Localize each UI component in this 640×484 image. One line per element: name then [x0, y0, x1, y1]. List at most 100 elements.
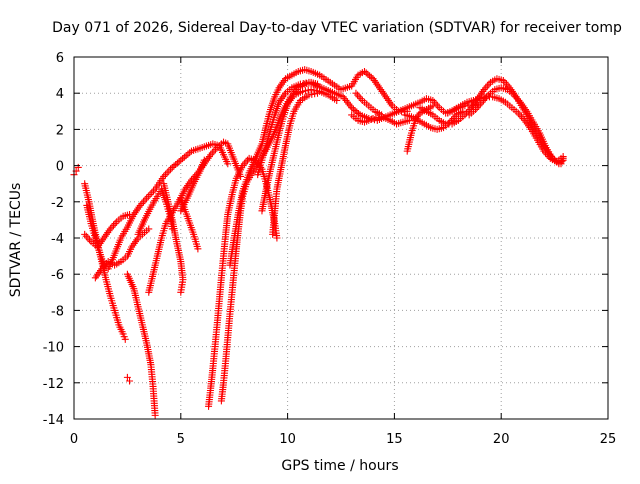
series-track-20	[352, 89, 386, 119]
data-point	[210, 147, 218, 155]
data-point	[175, 158, 183, 166]
data-point	[432, 100, 440, 108]
y-tick-label: -12	[43, 377, 64, 392]
data-point	[165, 167, 173, 175]
data-point	[355, 109, 363, 117]
data-point	[170, 162, 178, 170]
data-point	[352, 89, 360, 97]
series-track-12	[177, 194, 202, 253]
data-point	[357, 95, 365, 103]
data-point	[111, 220, 119, 228]
data-point	[161, 171, 169, 179]
y-tick-label: -14	[43, 413, 64, 428]
x-tick-label: 15	[386, 432, 403, 447]
data-point	[179, 155, 187, 163]
data-point	[81, 230, 89, 238]
data-points	[70, 66, 567, 419]
data-point	[121, 335, 129, 343]
data-point	[180, 153, 188, 161]
data-point	[354, 91, 362, 99]
data-point	[353, 108, 361, 116]
data-point	[362, 69, 370, 77]
data-point	[378, 111, 386, 119]
data-point	[194, 245, 202, 253]
series-track-22	[401, 107, 467, 133]
data-point	[182, 152, 190, 160]
data-point	[139, 198, 147, 206]
data-point	[366, 72, 374, 80]
x-tick-label: 0	[70, 432, 78, 447]
y-tick-label: -10	[43, 341, 64, 356]
data-point	[145, 225, 153, 233]
data-point	[244, 156, 252, 164]
y-tick-label: -6	[51, 268, 64, 283]
series-track-6	[123, 270, 159, 419]
series-track-5	[83, 140, 232, 273]
data-point	[177, 288, 185, 296]
chart-title: Day 071 of 2026, Sidereal Day-to-day VTE…	[52, 20, 622, 36]
x-tick-label: 20	[493, 432, 510, 447]
y-tick-label: 6	[56, 51, 64, 66]
x-tick-label: 5	[177, 432, 185, 447]
data-point	[167, 165, 175, 173]
series-track-15	[226, 66, 411, 269]
data-point	[503, 80, 511, 88]
data-point	[184, 150, 192, 158]
data-point	[163, 169, 171, 177]
data-point	[355, 93, 363, 101]
data-point	[126, 377, 134, 385]
series-track-9	[123, 373, 134, 385]
data-point	[123, 373, 131, 381]
data-point	[349, 105, 357, 113]
data-point	[224, 160, 232, 168]
y-tick-label: -4	[51, 232, 64, 247]
data-point	[144, 192, 152, 200]
data-point	[151, 411, 159, 419]
y-axis-label: SDTVAR / TECUs	[8, 183, 24, 298]
data-point	[146, 191, 154, 199]
data-point	[485, 80, 493, 88]
series-track-25	[465, 84, 567, 168]
data-point	[273, 234, 281, 242]
y-tick-label: -8	[51, 304, 64, 319]
y-tick-label: 2	[56, 123, 64, 138]
data-point	[200, 156, 208, 164]
data-point	[449, 115, 457, 123]
series-track-18	[269, 89, 322, 238]
data-point	[333, 96, 341, 104]
data-point	[351, 107, 359, 115]
axis-ticks: 0 5 10 15 20 25 -14 -12 -10 -8 -6 -4 -2 0 2 4 6	[43, 51, 617, 447]
data-point	[74, 163, 82, 171]
x-tick-label: 25	[600, 432, 617, 447]
data-point	[360, 67, 368, 75]
data-point	[173, 159, 181, 167]
data-point	[85, 236, 93, 244]
data-point	[483, 82, 491, 90]
y-tick-label: 0	[56, 160, 64, 175]
data-point	[364, 70, 372, 78]
data-point	[314, 89, 322, 97]
series-track-17	[258, 86, 341, 215]
data-point	[143, 194, 151, 202]
data-point	[559, 156, 567, 164]
data-point	[141, 196, 149, 204]
data-point	[168, 163, 176, 171]
y-tick-label: 4	[56, 87, 64, 102]
y-tick-label: -2	[51, 196, 64, 211]
data-point	[177, 156, 185, 164]
series-track-10	[160, 180, 187, 296]
x-axis-label: GPS time / hours	[281, 458, 398, 474]
data-point	[148, 189, 156, 197]
data-point	[110, 221, 118, 229]
data-point	[186, 149, 194, 157]
data-point	[149, 187, 157, 195]
x-tick-label: 10	[279, 432, 296, 447]
data-point	[481, 95, 489, 103]
data-point	[172, 161, 180, 169]
data-point	[82, 232, 90, 240]
data-point	[84, 234, 92, 242]
data-point	[429, 102, 437, 110]
data-point	[348, 104, 356, 112]
